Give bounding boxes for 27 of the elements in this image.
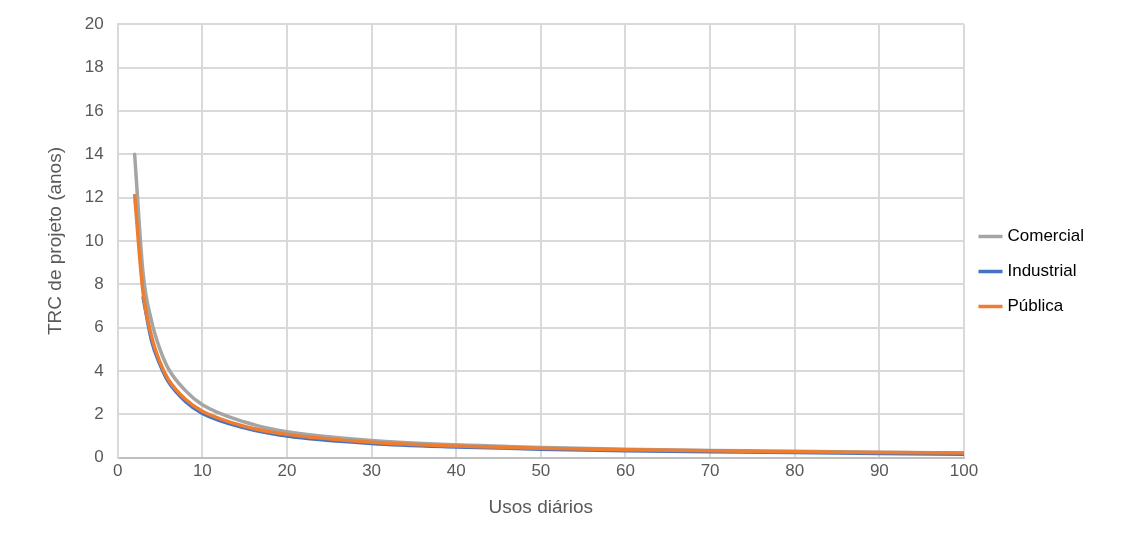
x-tick-label: 90 <box>869 460 889 480</box>
y-tick-label: 14 <box>84 143 104 163</box>
y-axis-title: TRC de projeto (anos) <box>43 147 65 335</box>
x-tick-label: 20 <box>277 460 297 480</box>
x-tick-label: 50 <box>531 460 551 480</box>
y-tick-label: 10 <box>84 230 104 250</box>
y-tick-label: 20 <box>84 13 104 33</box>
x-tick-label: 100 <box>949 460 979 480</box>
x-tick-label: 0 <box>112 460 123 480</box>
x-axis-title: Usos diários <box>488 495 594 517</box>
x-tick-label: 10 <box>192 460 212 480</box>
y-tick-label: 0 <box>94 447 104 467</box>
y-tick-label: 18 <box>84 57 104 77</box>
y-tick-label: 8 <box>94 274 104 294</box>
x-tick-label: 60 <box>616 460 635 480</box>
y-tick-label: 4 <box>94 360 104 380</box>
x-tick-label: 30 <box>362 460 382 480</box>
y-tick-label: 2 <box>94 404 104 424</box>
y-tick-label: 12 <box>84 187 104 207</box>
legend-label: Comercial <box>1007 226 1085 246</box>
y-tick-label: 16 <box>84 100 104 120</box>
x-tick-label: 40 <box>446 460 466 480</box>
x-tick-label: 80 <box>785 460 805 480</box>
legend-label: Industrial <box>1007 261 1077 281</box>
y-tick-label: 6 <box>94 317 104 337</box>
x-tick-label: 70 <box>700 460 720 480</box>
legend-label: Pública <box>1007 296 1064 316</box>
